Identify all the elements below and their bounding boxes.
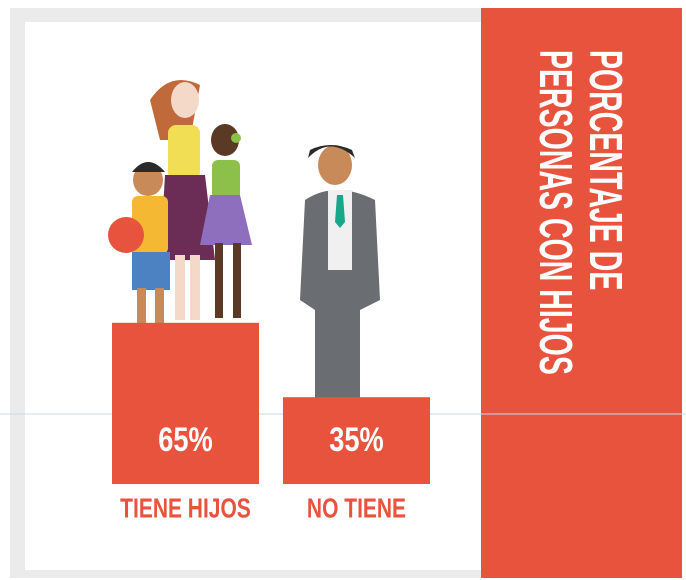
value-label: 35% (329, 420, 383, 459)
bar (283, 397, 430, 484)
value-label: 65% (158, 420, 212, 459)
panel (25, 22, 482, 570)
girl-figure (200, 124, 252, 318)
category-label: TIENE HIJOS (120, 494, 251, 525)
chart-title: PORCENTAJE DE PERSONAS CON HIJOS (530, 50, 632, 375)
category-label: NO TIENE (307, 494, 406, 525)
bar (112, 322, 259, 484)
man-figure (300, 145, 380, 408)
title-panel (481, 8, 682, 578)
boy-figure (108, 162, 170, 326)
